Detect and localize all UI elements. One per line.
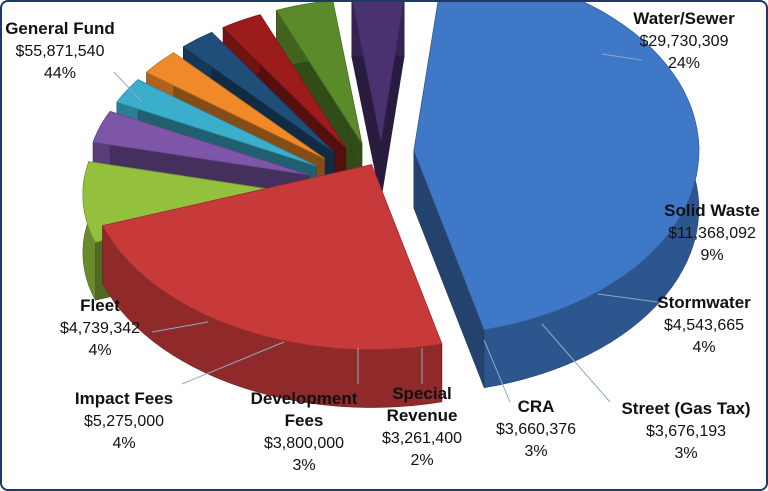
slice-label-percent-0: 44% [44,65,76,82]
leader-line-9 [151,321,209,333]
slice-top-7 [222,14,347,149]
slice-label-percent-7: 3% [292,457,315,474]
slice-label-3: Stormwater $4,543,665 4% [657,293,751,356]
pie-slice-9 [351,2,405,201]
slice-label-name-3: Stormwater [657,293,751,312]
leader-lines [113,53,658,403]
slice-label-percent-9: 4% [88,342,111,359]
leader-line-8 [181,341,285,385]
slice-label-9: Fleet $4,739,342 4% [60,296,140,359]
slice-label-name-4: Street (Gas Tax) [621,399,750,418]
slice-label-percent-6: 2% [410,452,433,469]
slice-label-value-9: $4,739,342 [60,320,140,337]
slice-label-7: Development Fees $3,800,000 3% [251,389,358,474]
slice-label-name-1: Water/Sewer [633,9,735,28]
slice-top-9 [352,2,405,143]
slice-label-name-6: Special [392,384,452,403]
slice-label-2: Solid Waste $11,368,092 9% [664,201,760,264]
slice-label-name-6: Revenue [387,406,458,425]
slice-label-value-2: $11,368,092 [668,225,756,242]
slice-top-3 [92,110,310,176]
pie-slices [82,2,700,408]
slice-label-name-2: Solid Waste [664,201,760,220]
slice-label-name-0: General Fund [5,19,115,38]
slice-label-value-8: $5,275,000 [84,413,164,430]
slice-label-name-7: Fees [285,411,324,430]
slice-label-0: General Fund $55,871,540 44% [5,19,115,82]
slice-label-percent-4: 3% [674,445,697,462]
leader-line-5 [483,339,511,403]
slice-label-value-0: $55,871,540 [16,43,105,60]
pie-slice-1 [101,164,443,408]
slice-label-name-5: CRA [518,397,555,416]
leader-line-3 [597,293,658,303]
slice-label-8: Impact Fees $5,275,000 4% [75,389,173,452]
slice-label-value-5: $3,660,376 [496,421,576,438]
slice-label-name-9: Fleet [80,296,120,315]
slice-label-percent-3: 4% [692,339,715,356]
slice-label-1: Water/Sewer $29,730,309 24% [633,9,735,72]
slice-top-1 [101,164,443,351]
slice-label-percent-8: 4% [112,435,135,452]
leader-line-1 [601,53,643,61]
leader-line-4 [541,323,611,403]
slice-label-value-7: $3,800,000 [264,435,344,452]
slice-label-4: Street (Gas Tax) $3,676,193 3% [621,399,750,462]
slice-label-value-4: $3,676,193 [646,423,726,440]
slice-top-0 [413,2,700,331]
slice-top-4 [116,79,317,167]
slice-label-percent-2: 9% [700,247,723,264]
slice-top-8 [275,2,363,144]
slice-label-percent-1: 24% [668,55,700,72]
slice-label-value-6: $3,261,400 [382,430,462,447]
slice-top-5 [145,52,325,159]
leader-line-0 [113,71,143,103]
slice-label-value-3: $4,543,665 [664,317,744,334]
slice-label-name-8: Impact Fees [75,389,173,408]
pie-slice-0 [413,2,700,389]
slice-label-6: Special Revenue $3,261,400 2% [382,384,462,469]
slice-top-6 [182,31,335,154]
slice-labels: General Fund $55,871,540 44% Water/Sewer $29… [5,9,760,474]
slice-label-percent-5: 3% [524,443,547,460]
slice-label-value-1: $29,730,309 [640,33,729,50]
slice-label-name-7: Development [251,389,358,408]
slice-label-5: CRA $3,660,376 3% [496,397,576,460]
